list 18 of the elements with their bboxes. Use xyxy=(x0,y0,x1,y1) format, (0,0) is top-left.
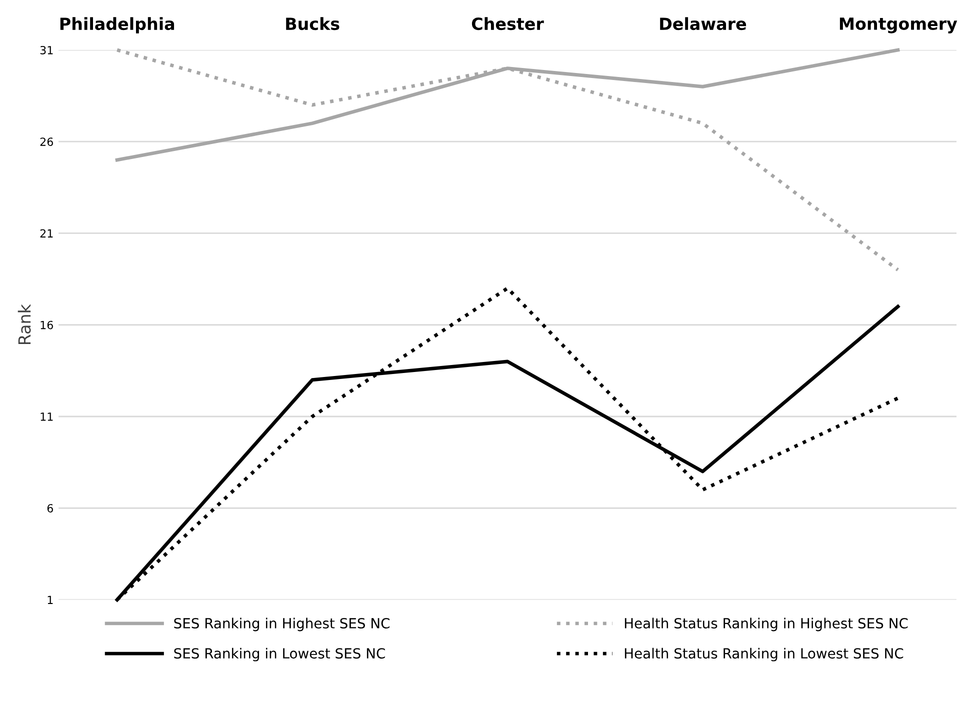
legend-label: Health Status Ranking in Lowest SES NC xyxy=(624,648,904,662)
legend-label: SES Ranking in Lowest SES NC xyxy=(174,648,385,662)
legend-label: SES Ranking in Highest SES NC xyxy=(174,618,390,632)
y-tick-label: 26 xyxy=(40,138,53,146)
y-tick-label: 6 xyxy=(47,504,53,513)
y-tick-label: 16 xyxy=(40,320,53,330)
line-series xyxy=(115,48,900,272)
y-tick-label: 11 xyxy=(40,412,53,421)
y-axis-title: Rank xyxy=(18,304,31,344)
x-tick-label: Bucks xyxy=(286,17,340,30)
y-tick-label: 21 xyxy=(40,229,53,238)
x-tick-label: Delaware xyxy=(660,17,746,30)
x-tick-label: Philadelphia xyxy=(60,17,174,34)
x-tick-label: Montgomery xyxy=(840,18,958,34)
x-tick-label: Chester xyxy=(472,17,544,30)
y-tick-label: 31 xyxy=(40,46,53,54)
legend-label: Health Status Ranking in Highest SES NC xyxy=(624,618,908,632)
y-tick-label: 1 xyxy=(48,596,53,604)
